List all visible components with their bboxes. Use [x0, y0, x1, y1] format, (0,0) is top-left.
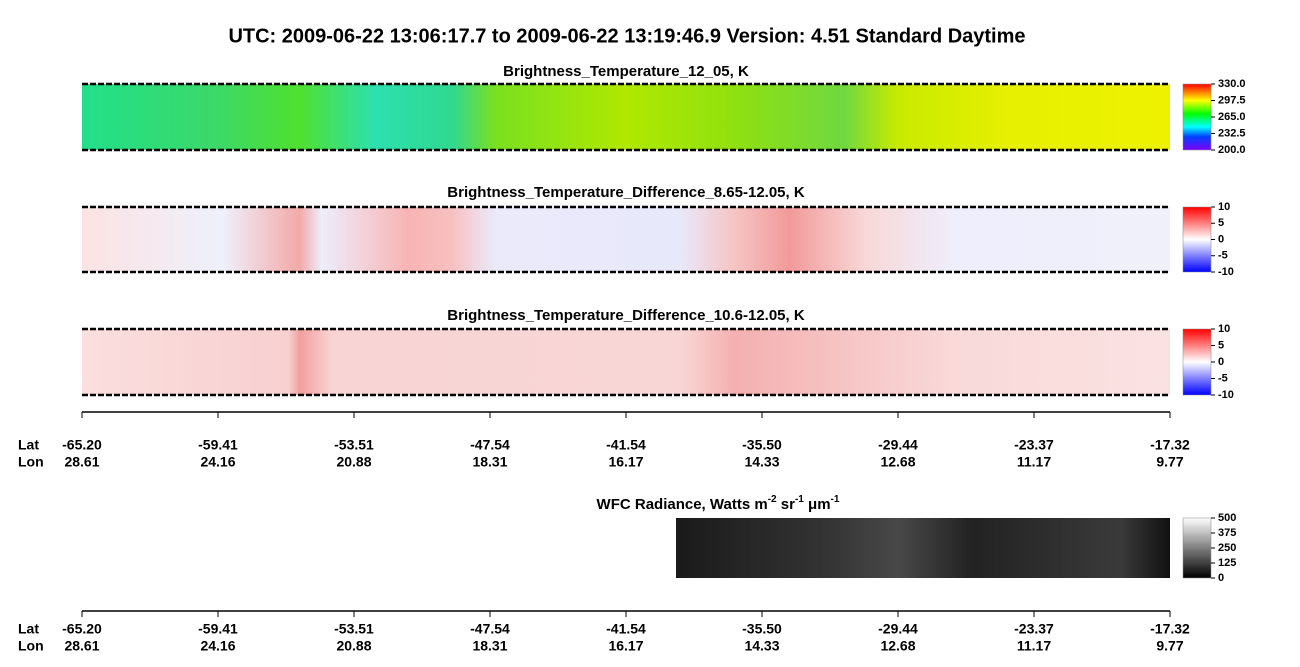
lon-label: 16.17 [608, 454, 643, 470]
colorbar-label: 250 [1218, 542, 1236, 554]
image-strip [82, 329, 1170, 395]
colorbar [1182, 328, 1212, 396]
lat-label: -35.50 [742, 437, 782, 453]
lat-label: -35.50 [742, 621, 782, 637]
lon-label: 20.88 [336, 454, 371, 470]
lat-label: -41.54 [606, 621, 646, 637]
lat-label: -47.54 [470, 437, 510, 453]
colorbar-label: 500 [1218, 512, 1236, 524]
row-label: Lon [18, 454, 44, 470]
lon-label: 16.17 [608, 638, 643, 654]
colorbar-label: 125 [1218, 557, 1236, 569]
title-part: μm [804, 496, 831, 513]
lon-label: 18.31 [472, 638, 507, 654]
panel-title: Brightness_Temperature_Difference_8.65-1… [447, 184, 805, 201]
lat-label: -29.44 [878, 621, 918, 637]
colorbar [1182, 517, 1212, 579]
colorbar [1182, 83, 1212, 151]
lon-label: 9.77 [1156, 454, 1183, 470]
colorbar [1182, 206, 1212, 273]
title-part: WFC Radiance, Watts m [597, 496, 768, 513]
lat-label: -53.51 [334, 621, 374, 637]
lat-label: -23.37 [1014, 621, 1054, 637]
panel-title: Brightness_Temperature_12_05, K [503, 63, 749, 80]
colorbar-label: 0 [1218, 572, 1224, 584]
colorbar-label: 0 [1218, 356, 1224, 368]
lat-label: -23.37 [1014, 437, 1054, 453]
lon-label: 28.61 [64, 454, 99, 470]
colorbar-label: 265.0 [1218, 111, 1246, 123]
row-label: Lat [18, 437, 39, 453]
colorbar-label: -10 [1218, 389, 1234, 401]
colorbar-label: 330.0 [1218, 78, 1246, 90]
lat-label: -65.20 [62, 621, 102, 637]
lat-label: -47.54 [470, 621, 510, 637]
panel-title: WFC Radiance, Watts m-2 sr-1 μm-1 [597, 494, 840, 513]
lon-label: 24.16 [200, 638, 235, 654]
title-part: sr [777, 496, 796, 513]
lat-label: -53.51 [334, 437, 374, 453]
lat-label: -17.32 [1150, 437, 1190, 453]
lon-label: 12.68 [880, 638, 915, 654]
lon-label: 12.68 [880, 454, 915, 470]
colorbar-label: 297.5 [1218, 94, 1246, 106]
title-part: -2 [768, 494, 777, 505]
image-strip [676, 518, 1170, 578]
colorbar-label: 375 [1218, 527, 1236, 539]
colorbar-label: -5 [1218, 372, 1228, 384]
lon-label: 20.88 [336, 638, 371, 654]
colorbar-label: 10 [1218, 323, 1230, 335]
lat-label: -59.41 [198, 437, 238, 453]
row-label: Lat [18, 621, 39, 637]
lon-label: 14.33 [744, 638, 779, 654]
panel-title: Brightness_Temperature_Difference_10.6-1… [447, 307, 805, 324]
page-title: UTC: 2009-06-22 13:06:17.7 to 2009-06-22… [228, 25, 1025, 47]
colorbar-label: 5 [1218, 339, 1224, 351]
lon-label: 9.77 [1156, 638, 1183, 654]
colorbar-label: -10 [1218, 266, 1234, 278]
lat-label: -59.41 [198, 621, 238, 637]
colorbar-label: 232.5 [1218, 127, 1246, 139]
lat-label: -65.20 [62, 437, 102, 453]
title-part: -1 [831, 494, 840, 505]
title-part: -1 [795, 494, 804, 505]
colorbar-label: 200.0 [1218, 144, 1246, 156]
lon-label: 24.16 [200, 454, 235, 470]
lon-label: 18.31 [472, 454, 507, 470]
lat-label: -29.44 [878, 437, 918, 453]
image-strip [82, 84, 1170, 150]
colorbar-label: 10 [1218, 201, 1230, 213]
lon-label: 28.61 [64, 638, 99, 654]
colorbar-label: 0 [1218, 233, 1224, 245]
lon-label: 11.17 [1017, 638, 1051, 654]
image-strip [82, 207, 1170, 272]
lat-label: -17.32 [1150, 621, 1190, 637]
colorbar-label: -5 [1218, 250, 1228, 262]
lon-label: 11.17 [1017, 454, 1051, 470]
row-label: Lon [18, 638, 44, 654]
lat-label: -41.54 [606, 437, 646, 453]
colorbar-label: 5 [1218, 217, 1224, 229]
lon-label: 14.33 [744, 454, 779, 470]
